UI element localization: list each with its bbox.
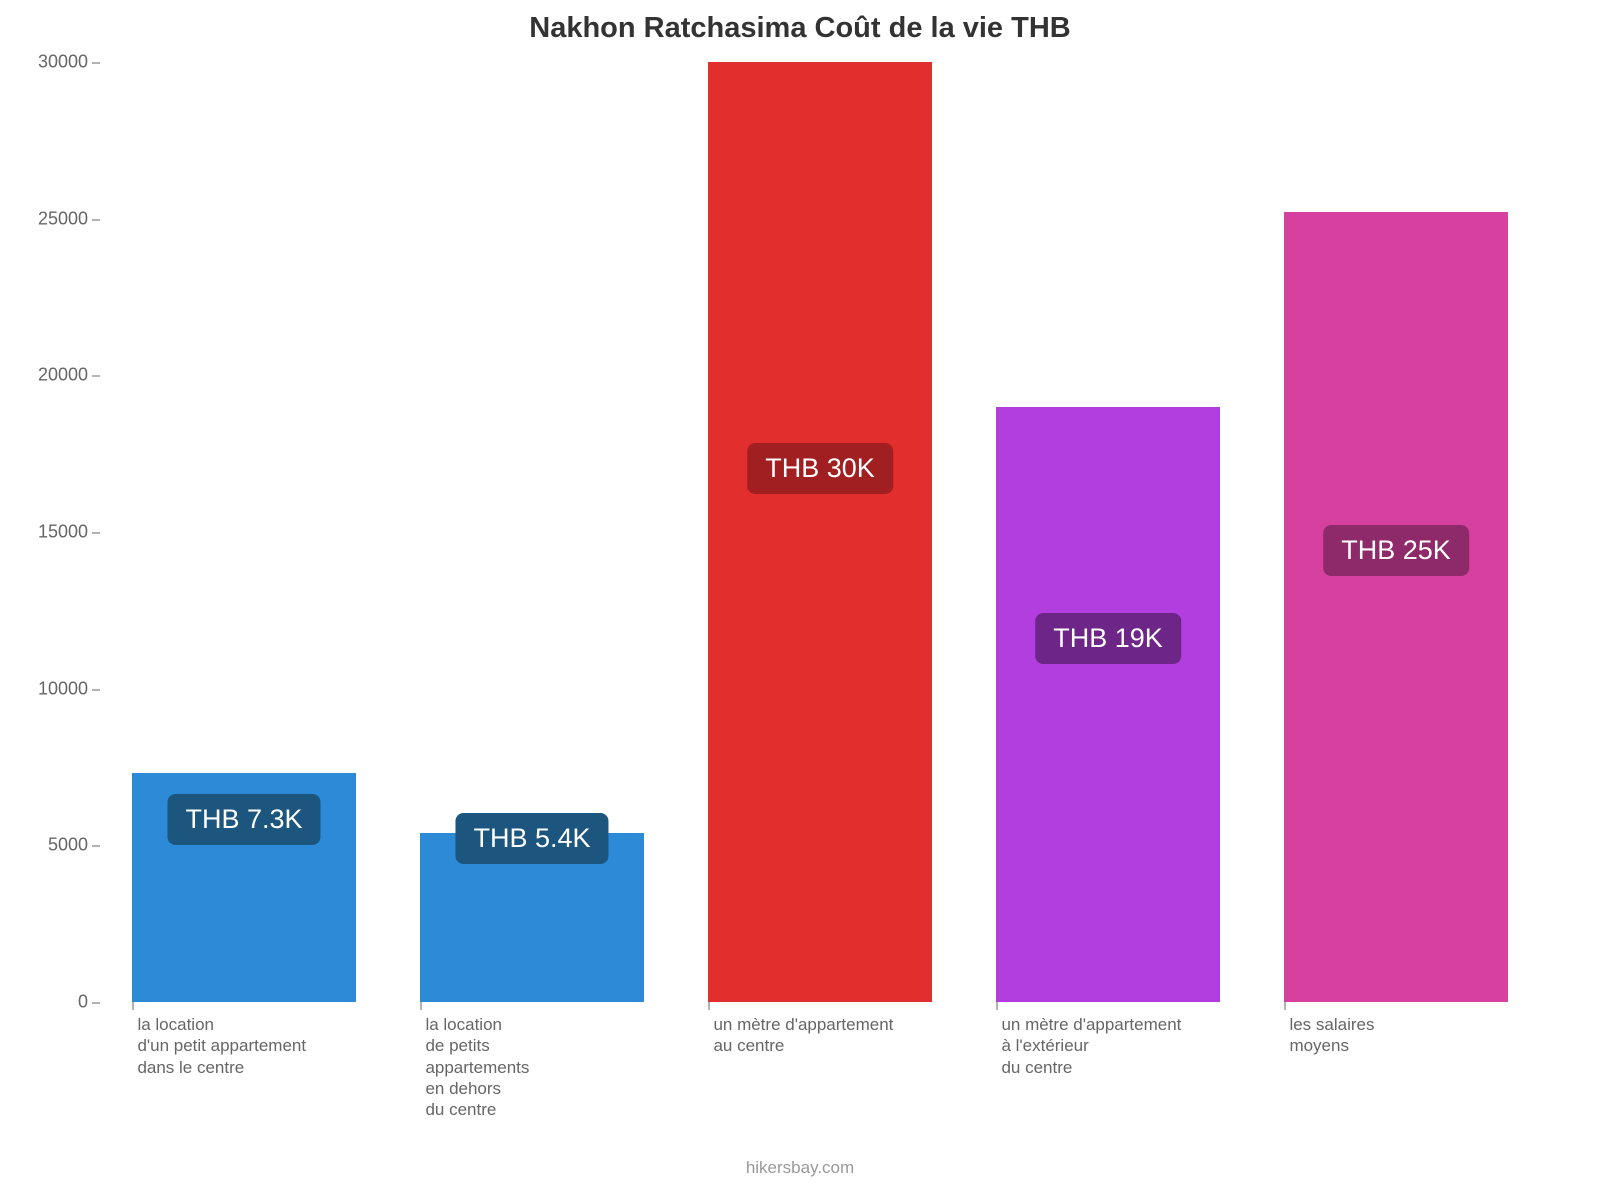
y-tick-mark — [92, 375, 100, 377]
x-tick-mark — [420, 1002, 422, 1010]
x-label-avg_salary: les salaires moyens — [1289, 1014, 1374, 1057]
value-badge-avg_salary: THB 25K — [1323, 525, 1469, 576]
bars-layer: THB 7.3K THB 5.4K THB 30K THB 19K THB 25K — [100, 62, 1540, 1002]
y-tick-label: 20000 — [8, 365, 88, 386]
x-tick-mark — [1284, 1002, 1286, 1010]
y-tick-mark — [92, 62, 100, 64]
x-tick-mark — [132, 1002, 134, 1010]
y-tick-mark — [92, 1002, 100, 1004]
cost-of-living-chart: Nakhon Ratchasima Coût de la vie THB THB… — [0, 0, 1600, 1200]
y-tick-mark — [92, 532, 100, 534]
bar-sqm_center — [708, 62, 933, 1002]
y-tick-mark — [92, 689, 100, 691]
value-badge-rent_small_center: THB 7.3K — [167, 794, 320, 845]
chart-title: Nakhon Ratchasima Coût de la vie THB — [0, 12, 1600, 45]
y-tick-label: 15000 — [8, 522, 88, 543]
bar-avg_salary — [1284, 212, 1509, 1002]
value-badge-sqm_outside: THB 19K — [1035, 613, 1181, 664]
value-badge-rent_small_outside: THB 5.4K — [455, 813, 608, 864]
y-tick-mark — [92, 219, 100, 221]
y-tick-label: 0 — [8, 992, 88, 1013]
attribution-text: hikersbay.com — [0, 1158, 1600, 1178]
value-badge-sqm_center: THB 30K — [747, 443, 893, 494]
x-label-rent_small_center: la location d'un petit appartement dans … — [137, 1014, 306, 1078]
x-tick-mark — [708, 1002, 710, 1010]
y-tick-label: 10000 — [8, 678, 88, 699]
x-label-sqm_center: un mètre d'appartement au centre — [713, 1014, 893, 1057]
y-tick-label: 25000 — [8, 208, 88, 229]
y-tick-mark — [92, 845, 100, 847]
bar-sqm_outside — [996, 407, 1221, 1002]
x-tick-mark — [996, 1002, 998, 1010]
plot-area: THB 7.3K THB 5.4K THB 30K THB 19K THB 25K — [100, 62, 1540, 1002]
y-tick-label: 5000 — [8, 835, 88, 856]
y-tick-label: 30000 — [8, 52, 88, 73]
x-label-sqm_outside: un mètre d'appartement à l'extérieur du … — [1001, 1014, 1181, 1078]
x-label-rent_small_outside: la location de petits appartements en de… — [425, 1014, 529, 1120]
